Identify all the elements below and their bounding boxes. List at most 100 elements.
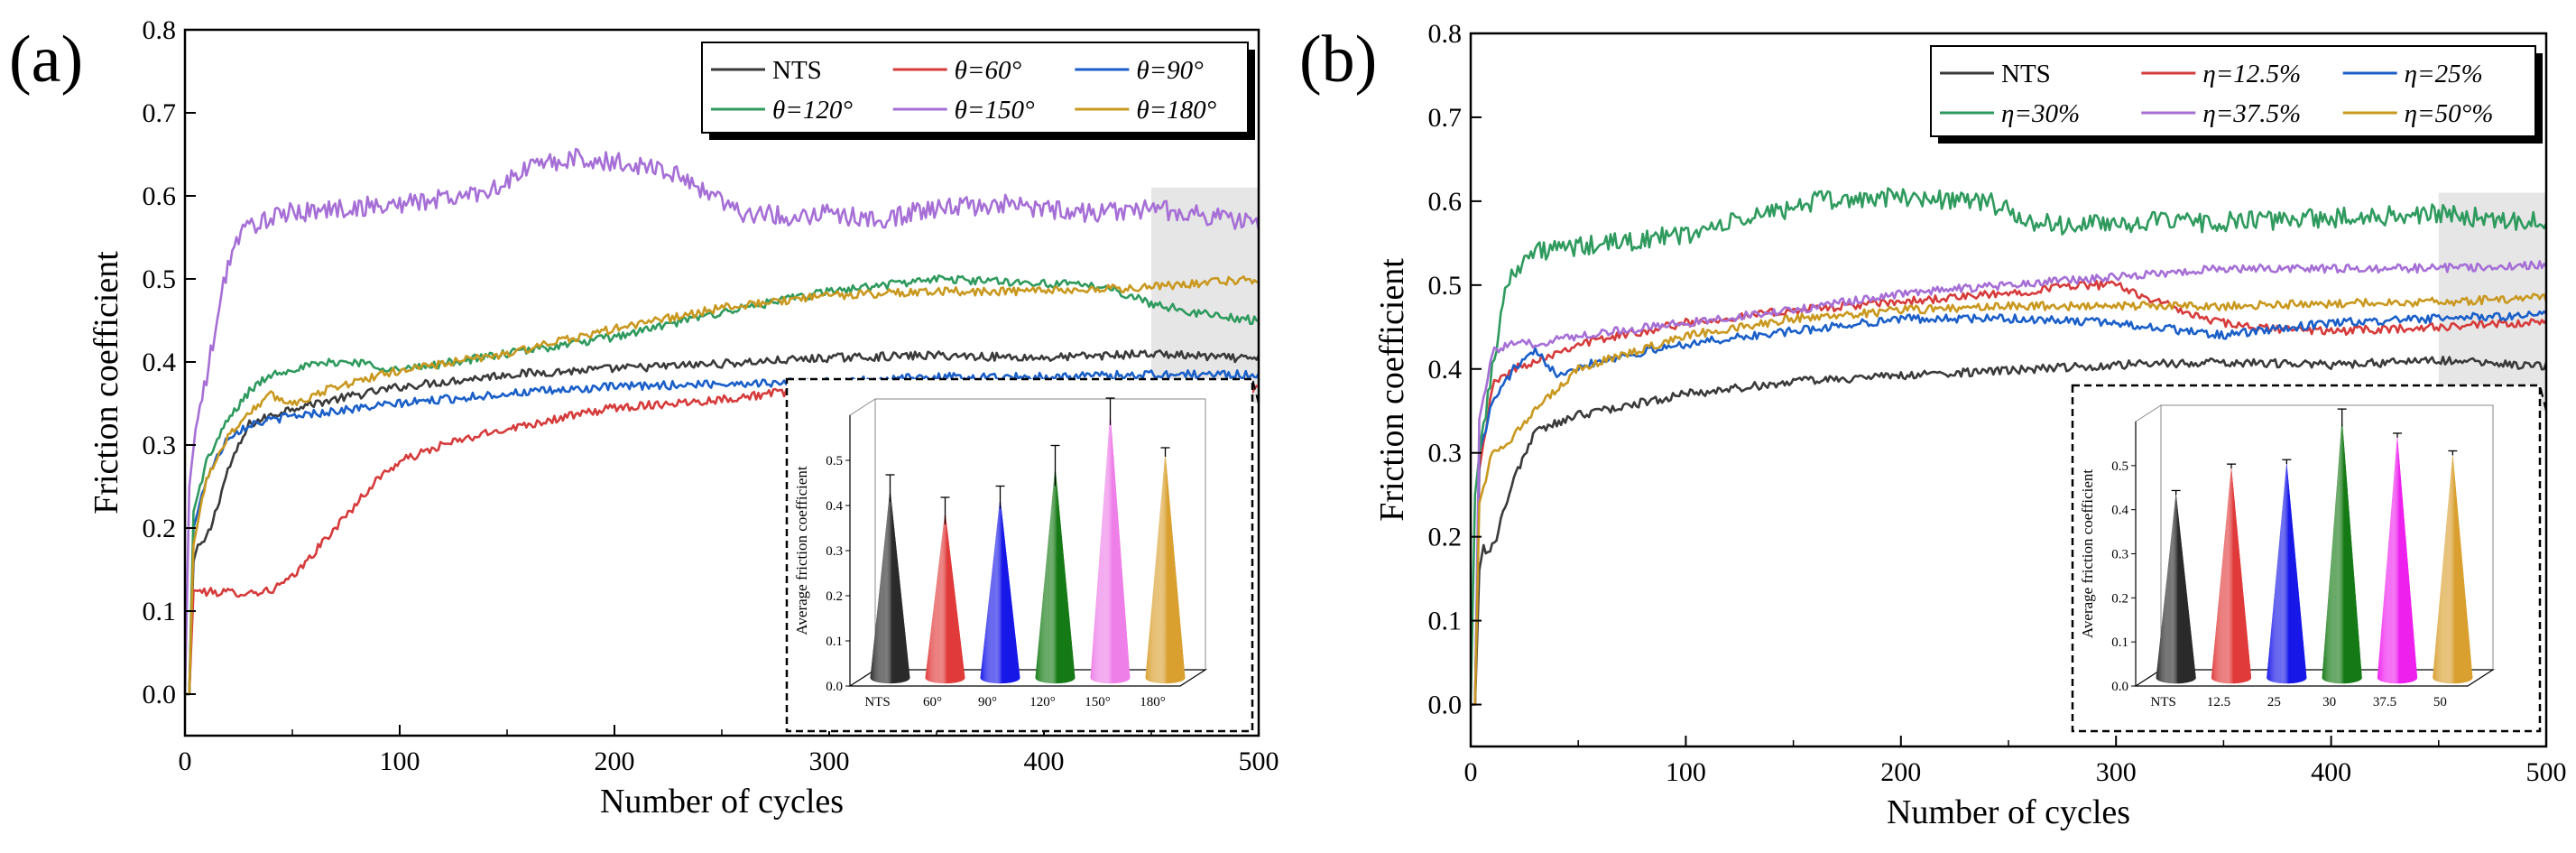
inset-y-tick-label: 0.0 <box>826 680 843 694</box>
y-tick-label: 0.5 <box>1428 271 1463 301</box>
cone-shade <box>2211 466 2252 684</box>
y-tick-label: 0.7 <box>143 98 177 128</box>
legend-label-theta-60: θ=60° <box>955 56 1022 85</box>
legend-box <box>701 42 1249 134</box>
y-tick-label: 0.8 <box>143 15 177 45</box>
x-tick-label: 0 <box>179 746 192 776</box>
inset-y-tick-label: 0.2 <box>826 589 843 604</box>
legend-box <box>1930 45 2536 137</box>
cone-shade <box>2267 461 2307 684</box>
y-tick-label: 0.6 <box>1428 187 1463 217</box>
series-line-theta-180 <box>185 275 1260 696</box>
inset-category-label: 60° <box>923 695 942 709</box>
inset-category-label: 50 <box>2433 695 2447 709</box>
panel-label: (b) <box>1299 23 1377 97</box>
cone-bar-2 <box>2267 459 2307 684</box>
x-tick-label: 300 <box>809 746 850 776</box>
inset-category-label: NTS <box>2150 695 2175 709</box>
inset-category-label: 90° <box>978 695 997 709</box>
inset-y-tick-label: 0.3 <box>2111 548 2128 562</box>
x-tick-label: 500 <box>1239 746 1279 776</box>
legend-label-theta-180: θ=180° <box>1136 96 1216 125</box>
y-tick-label: 0.4 <box>1428 355 1463 385</box>
inset-y-tick-label: 0.5 <box>2111 459 2128 474</box>
legend-label-theta-150: θ=150° <box>955 96 1035 125</box>
cone-shade <box>2322 417 2362 684</box>
series-line-theta-90 <box>185 369 1260 696</box>
inset-category-label: 150° <box>1085 695 1111 709</box>
cone-shade <box>870 488 910 684</box>
cone-shade <box>2156 492 2196 684</box>
inset-category-label: 37.5 <box>2373 695 2396 709</box>
inset-category-label: 25 <box>2267 695 2281 709</box>
x-axis-title: Number of cycles <box>1887 793 2130 831</box>
series-line-theta-150 <box>183 147 1260 695</box>
y-axis-title: Friction coefficient <box>1373 258 1411 522</box>
cone-shade <box>1090 412 1131 684</box>
cone-bar-1 <box>2211 463 2252 684</box>
inset-y-axis-title: Average friction coefficient <box>793 466 810 635</box>
x-tick-label: 400 <box>1024 746 1065 776</box>
series-line-NTS <box>1471 356 2548 706</box>
legend-label-theta-120: θ=120° <box>772 96 853 125</box>
cone-bar-3 <box>2322 408 2362 684</box>
inset-category-label: 30 <box>2322 695 2336 709</box>
inset-y-tick-label: 0.1 <box>2111 635 2128 650</box>
inset-y-tick-label: 0.5 <box>826 454 843 468</box>
y-tick-label: 0.2 <box>143 514 177 543</box>
legend-label-eta-25: η=25% <box>2405 60 2483 88</box>
series-line-eta-50 <box>1471 292 2548 706</box>
cone-bar-5 <box>2433 450 2473 684</box>
legend-label-eta-30: η=30% <box>2001 99 2080 128</box>
inset-chart: 0.0 0.1 0.2 0.3 0.4 0.5 Average friction coeff… <box>785 377 1254 733</box>
x-axis-title: Number of cycles <box>600 783 844 821</box>
inset-side-wall <box>2135 404 2162 687</box>
y-tick-label: 0.7 <box>1428 103 1463 133</box>
y-tick-label: 0.5 <box>143 264 177 294</box>
x-tick-label: 200 <box>595 746 635 776</box>
legend-label-eta-50: η=50°% <box>2405 99 2494 128</box>
legend-label-eta-37-5: η=37.5% <box>2202 99 2301 128</box>
inset-chart: 0.0 0.1 0.2 0.3 0.4 0.5 Average friction coeff… <box>2071 384 2542 733</box>
y-axis-title: Friction coefficient <box>88 251 125 515</box>
x-tick-label: 400 <box>2311 757 2351 787</box>
inset-category-label: 120° <box>1029 695 1056 709</box>
cone-shade <box>2433 452 2473 684</box>
panel-a: (a) 0 100 200 300 400 500 0.0 0.1 0.2 0.3 0.4 0.5 0.6… <box>9 15 1279 821</box>
series-line-eta-37-5 <box>1471 260 2547 706</box>
cone-shade <box>1145 452 1186 684</box>
y-tick-label: 0.1 <box>143 597 177 626</box>
y-tick-label: 0.2 <box>1428 523 1463 552</box>
series-line-NTS <box>185 348 1260 696</box>
inset-y-tick-label: 0.1 <box>826 635 843 649</box>
y-tick-label: 0.3 <box>1428 439 1463 468</box>
inset-y-tick-label: 0.3 <box>826 544 843 559</box>
legend-label-theta-90: θ=90° <box>1136 56 1204 85</box>
legend-label-NTS: NTS <box>2001 60 2051 88</box>
legend-label-NTS: NTS <box>772 56 822 85</box>
y-tick-label: 0.0 <box>143 680 177 709</box>
y-tick-label: 0.3 <box>143 431 177 460</box>
y-tick-label: 0.8 <box>1428 19 1463 49</box>
cone-bar-4 <box>1090 397 1131 684</box>
inset-y-tick-label: 0.2 <box>2111 591 2128 606</box>
x-tick-label: 200 <box>1880 757 1921 787</box>
legend-label-eta-12-5: η=12.5% <box>2202 60 2301 88</box>
inset-y-axis-title: Average friction coefficient <box>2079 469 2096 638</box>
cone-bar-1 <box>925 496 965 684</box>
panel-b: (b) 0 100 200 300 400 500 0.0 0.1 0.2 0.3 0.4 0.5 0.6… <box>1299 19 2567 831</box>
cone-bar-4 <box>2377 432 2418 684</box>
series-line-theta-120 <box>185 274 1260 696</box>
cone-bar-0 <box>870 474 910 684</box>
inset-y-tick-label: 0.0 <box>2111 680 2128 694</box>
inset-side-wall <box>849 398 876 687</box>
x-tick-label: 500 <box>2526 757 2567 787</box>
cone-bar-3 <box>1035 444 1076 684</box>
inset-y-tick-label: 0.4 <box>826 499 843 514</box>
cone-shade <box>925 511 965 684</box>
x-tick-label: 300 <box>2096 757 2137 787</box>
x-tick-label: 0 <box>1464 757 1478 787</box>
inset-y-tick-label: 0.4 <box>2111 504 2128 518</box>
y-tick-label: 0.4 <box>143 348 177 377</box>
